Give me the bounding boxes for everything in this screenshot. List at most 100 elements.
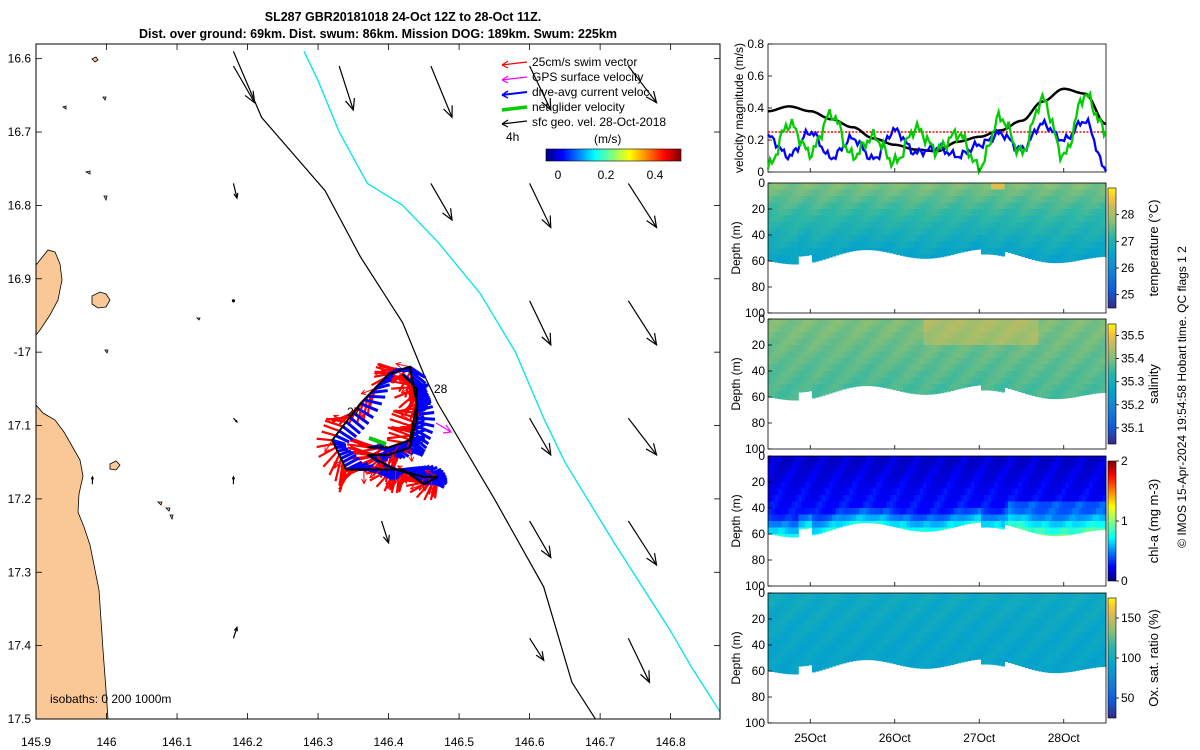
time-axis: 25Oct 26Oct 27Oct 28Oct [794, 168, 1080, 745]
map-y-tick-label: 16.9 [8, 272, 32, 286]
map-x-axis: 145.9 146 146.1 146.2 146.3 146.4 146.5 146.6 14… [21, 44, 686, 749]
dive-avg-vector [341, 425, 358, 439]
velocity-series [766, 87, 1108, 176]
map-panel: 145.9 146 146.1 146.2 146.3 146.4 146.5 146.6 14… [8, 43, 721, 749]
mainland [36, 404, 109, 719]
figure-title-line2: Dist. over ground: 69km. Dist. swum: 86k… [139, 27, 617, 41]
swim-vector [346, 443, 371, 449]
sfc-velocity-arrow [380, 520, 390, 545]
colorbar-tick-0: 0 [555, 168, 562, 182]
sfc-velocity-arrow [529, 300, 552, 347]
velocity-series-net_glider [766, 89, 1108, 176]
dive-avg-vector [345, 420, 361, 435]
swim-arrow [429, 480, 436, 496]
swim-vector [323, 424, 340, 433]
colorbar-tick-label: 35.5 [1121, 329, 1145, 343]
section-y-tick-label: 20 [752, 202, 766, 216]
map-y-tick-label: 17.2 [8, 492, 32, 506]
map-y-tick-label: 16.6 [8, 52, 32, 66]
swim-vector [316, 442, 335, 449]
swim-arrow [352, 449, 368, 456]
swim-arrow [360, 388, 375, 395]
velocity-y-axis: 0 0.2 0.4 0.6 0.8 [747, 37, 772, 179]
section-ylabel: Depth (m) [729, 494, 743, 547]
velocity-panel: 0 0.2 0.4 0.6 0.8 velocity magnitude (m/s) [732, 37, 1108, 179]
swim-vector [392, 410, 415, 419]
swim-vector [318, 446, 337, 458]
swim-arrow [400, 384, 414, 394]
dive-avg-vector [352, 411, 370, 426]
dive-avg-vector [363, 398, 383, 406]
swim-arrow [408, 447, 415, 463]
velocity-ylabel: velocity magnitude (m/s) [732, 43, 746, 173]
swim-arrow [392, 469, 399, 485]
legend-label-gps: GPS surface velocity [532, 70, 643, 84]
sfc-velocity-arrow [232, 65, 256, 105]
glider-velocity-vectors [316, 361, 453, 501]
section-panel-chla: 0 20 40 60 80 100 Depth (m) 0 1 2 chl-a (mg m-3) [729, 449, 1161, 593]
section-y-tick-label: 40 [752, 228, 766, 242]
dive-avg-vector [335, 445, 347, 450]
legend-entry-sfc: sfc geo. vel. 28-Oct-2018 [501, 115, 666, 129]
sfc-velocity-arrow [233, 417, 239, 423]
time-tick-label: 28Oct [1048, 731, 1081, 745]
section-colorbar [1107, 460, 1117, 582]
day-label-27: 27 [347, 405, 361, 419]
swim-vector [389, 418, 413, 428]
section-colorbar [1107, 187, 1117, 309]
dive-avg-vector [356, 406, 375, 419]
colorbar-tick-label: 150 [1121, 611, 1141, 625]
islets [62, 56, 201, 521]
colorbar-tick-label: 2 [1121, 454, 1128, 468]
colorbar-tick-label: 1 [1121, 514, 1128, 528]
swim-arrow [409, 483, 425, 491]
sfc-velocity-arrow [529, 417, 552, 457]
swim-arrow [400, 414, 414, 423]
section-cells [768, 456, 1107, 538]
section-y-tick-label: 80 [752, 690, 766, 704]
colorbar-tick-1: 0.2 [598, 168, 615, 182]
section-colorbar [1107, 323, 1117, 445]
section-y-tick-label: 80 [752, 553, 766, 567]
sfc-velocity-arrow [430, 65, 453, 119]
time-tick-label: 27Oct [963, 731, 996, 745]
island-tiny [109, 460, 121, 471]
sfc-velocity-arrow [338, 65, 355, 112]
colorbar-tick-label: 25 [1121, 288, 1135, 302]
map-x-tick-label: 146.6 [515, 735, 545, 749]
map-y-tick-label: 16.8 [8, 198, 32, 212]
section-y-tick-label: 100 [745, 306, 765, 320]
dive-avg-vector [408, 365, 427, 379]
dive-avg-vector [342, 453, 357, 464]
sfc-velocity-arrow [231, 475, 235, 485]
sfc-velocity-arrow [627, 638, 651, 684]
footer-credit: © IMOS 15-Apr-2024 19:54:58 Hobart time.… [1175, 246, 1189, 548]
section-cells [768, 593, 1107, 675]
map-x-tick-label: 146.2 [233, 735, 263, 749]
dive-avg-vector [340, 451, 355, 460]
section-y-tick-label: 60 [752, 390, 766, 404]
section-ylabel: Depth (m) [729, 357, 743, 410]
map-x-tick-label: 146.4 [374, 735, 404, 749]
section-y-tick-label: 40 [752, 364, 766, 378]
section-frame [767, 182, 1107, 314]
island-large [36, 249, 63, 336]
swim-arrow [332, 414, 347, 423]
swim-vector [334, 458, 343, 482]
dive-avg-vector [331, 438, 346, 446]
sfc-velocity-arrow [627, 300, 658, 347]
legend-entry-gps: GPS surface velocity [501, 70, 643, 84]
time-tick-label: 25Oct [794, 731, 827, 745]
section-frame [767, 592, 1107, 724]
gps-velocity-arrow [435, 422, 453, 434]
section-colorbar-label: chl-a (mg m-3) [1146, 479, 1161, 564]
sfc-velocity-arrow [430, 183, 453, 222]
map-x-tick-label: 146.1 [162, 735, 192, 749]
section-y-tick-label: 40 [752, 638, 766, 652]
section-ylabel: Depth (m) [729, 631, 743, 684]
sfc-velocity-arrow [529, 520, 552, 559]
swim-arrow [406, 381, 413, 397]
colorbar-tick-label: 100 [1121, 651, 1141, 665]
colorbar-tick-label: 50 [1121, 691, 1135, 705]
